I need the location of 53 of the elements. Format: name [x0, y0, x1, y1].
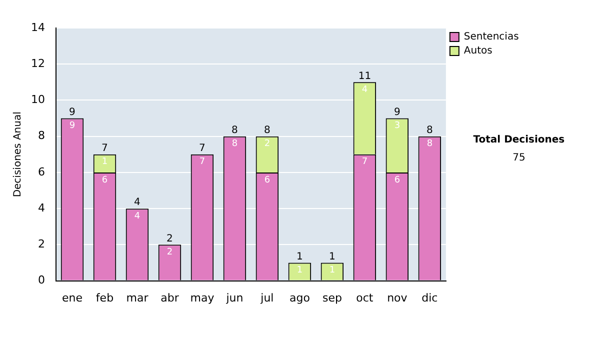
- total-label: 8: [264, 124, 270, 136]
- data-label: 1: [329, 266, 336, 276]
- total-label: 7: [102, 142, 108, 154]
- data-label: 7: [362, 157, 368, 168]
- total-label: 11: [358, 70, 372, 82]
- total-label: 8: [232, 124, 238, 136]
- y-tick-label: 4: [38, 201, 45, 214]
- y-tick-label: 10: [30, 93, 45, 106]
- legend-label: Sentencias: [464, 32, 576, 43]
- total-label: 1: [329, 251, 336, 262]
- x-tick-label: sep: [322, 291, 342, 304]
- total-label: 8: [426, 124, 433, 136]
- x-tick-label: may: [190, 291, 215, 304]
- y-tick-label: 0: [38, 274, 45, 287]
- x-tick-label: nov: [387, 291, 408, 304]
- data-label: 6: [394, 175, 400, 186]
- data-label: 4: [134, 211, 140, 222]
- y-axis-title: Decisiones Anual: [12, 112, 24, 198]
- x-tick-label: ago: [289, 291, 310, 304]
- data-label: 3: [394, 121, 400, 132]
- total-label: 2: [166, 233, 173, 244]
- x-tick-label: feb: [96, 291, 114, 304]
- x-tick-label: oct: [356, 291, 374, 304]
- data-label: 7: [199, 157, 206, 168]
- x-tick-label: jun: [225, 291, 244, 304]
- legend-label: Autos: [464, 46, 492, 57]
- data-label: 8: [426, 139, 433, 150]
- x-tick-label: jul: [260, 291, 274, 304]
- data-label: 8: [232, 139, 238, 150]
- data-label: 1: [102, 157, 108, 168]
- x-tick-label: ene: [62, 291, 83, 304]
- data-label: 1: [296, 266, 303, 276]
- data-label: 6: [102, 175, 108, 186]
- y-tick-label: 12: [30, 56, 45, 70]
- text: 75: [512, 152, 526, 164]
- data-label: 6: [264, 175, 270, 186]
- data-label: 2: [264, 139, 270, 150]
- total-label: 4: [134, 197, 140, 208]
- text: Total Decisiones: [473, 134, 565, 146]
- y-tick-label: 2: [38, 238, 45, 251]
- data-label: 4: [362, 85, 368, 96]
- x-tick-label: mar: [126, 291, 149, 304]
- data-label: 9: [69, 121, 76, 132]
- y-tick-label: 14: [30, 20, 45, 34]
- total-label: 7: [199, 142, 206, 154]
- total-label: 1: [296, 251, 303, 262]
- y-tick-label: 8: [38, 129, 45, 142]
- x-tick-label: abr: [160, 291, 180, 304]
- x-tick-label: dic: [422, 291, 438, 304]
- data-label: 2: [166, 248, 173, 258]
- total-label: 9: [69, 106, 76, 118]
- total-label: 9: [394, 106, 400, 118]
- y-tick-label: 6: [38, 165, 45, 178]
